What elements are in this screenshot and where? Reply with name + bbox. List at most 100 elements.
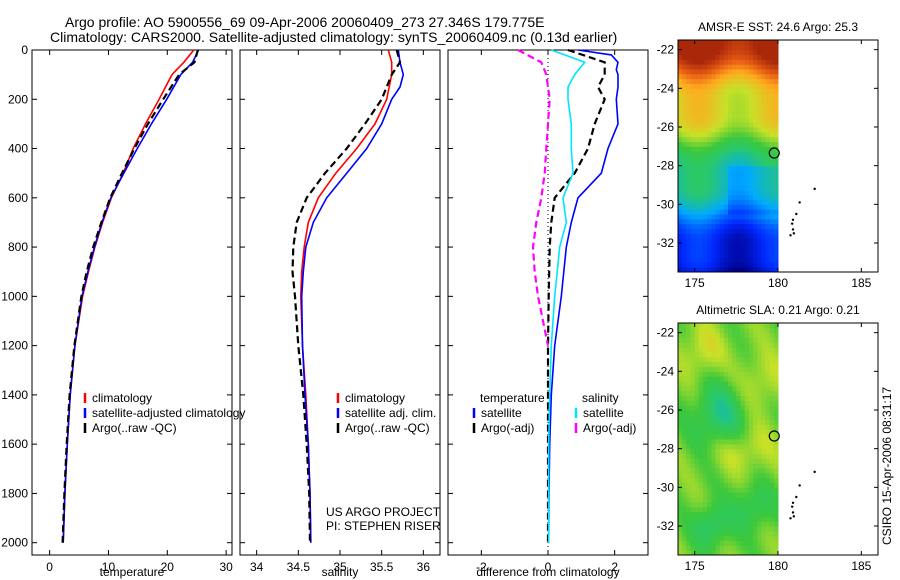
map-cell bbox=[682, 458, 687, 464]
map-cell bbox=[757, 468, 762, 474]
map-cell bbox=[703, 107, 708, 113]
map-cell bbox=[744, 131, 750, 138]
map-cell bbox=[744, 64, 750, 70]
map-cell bbox=[748, 59, 754, 65]
map-cell bbox=[757, 194, 762, 200]
map-cell bbox=[757, 385, 762, 392]
map-cell bbox=[711, 107, 716, 113]
map-cell bbox=[773, 439, 779, 445]
map-cell bbox=[678, 511, 683, 517]
map-cell bbox=[719, 530, 725, 537]
map-cell bbox=[761, 371, 766, 377]
map-cell bbox=[748, 141, 754, 147]
map-cell bbox=[765, 194, 771, 200]
map-cell bbox=[728, 414, 733, 421]
map-cell bbox=[765, 122, 771, 128]
map-cell bbox=[715, 199, 721, 205]
map-cell bbox=[744, 390, 750, 396]
map-y-tick-label: -32 bbox=[657, 236, 675, 250]
map-cell bbox=[698, 40, 704, 46]
map-cell bbox=[707, 448, 712, 454]
map-cell bbox=[719, 83, 725, 89]
map-cell bbox=[761, 78, 766, 84]
map-cell bbox=[753, 526, 758, 532]
map-cell bbox=[703, 439, 708, 445]
map-cell bbox=[682, 477, 687, 483]
map-cell bbox=[690, 49, 696, 55]
map-cell bbox=[757, 434, 762, 440]
map-cell bbox=[678, 487, 683, 493]
map-cell bbox=[711, 434, 716, 440]
map-cell bbox=[744, 327, 750, 334]
map-cell bbox=[682, 102, 687, 109]
map-cell bbox=[723, 136, 729, 142]
map-cell bbox=[707, 342, 712, 348]
map-cell bbox=[732, 361, 737, 367]
map-cell bbox=[765, 453, 771, 459]
map-cell bbox=[732, 69, 737, 75]
map-cell bbox=[723, 453, 729, 459]
map-cell bbox=[769, 88, 775, 94]
map-cell bbox=[761, 337, 766, 343]
map-cell bbox=[715, 323, 721, 329]
map-cell bbox=[723, 540, 729, 546]
map-cell bbox=[690, 40, 696, 46]
map-cell bbox=[719, 327, 725, 334]
map-cell bbox=[719, 434, 725, 440]
map-cell bbox=[769, 501, 775, 508]
map-cell bbox=[690, 112, 696, 118]
map-cell bbox=[678, 83, 683, 89]
map-cell bbox=[773, 102, 779, 109]
map-cell bbox=[698, 390, 704, 396]
map-cell bbox=[703, 453, 708, 459]
map-cell bbox=[719, 526, 725, 532]
map-cell bbox=[736, 107, 741, 113]
map-cell bbox=[690, 497, 696, 503]
map-cell bbox=[715, 497, 721, 503]
map-cell bbox=[748, 151, 754, 157]
map-cell bbox=[711, 342, 716, 348]
map-cell bbox=[698, 400, 704, 406]
map-cell bbox=[761, 332, 766, 338]
map-cell bbox=[678, 327, 683, 334]
map-cell bbox=[711, 267, 716, 273]
map-cell bbox=[698, 405, 704, 411]
map-cell bbox=[686, 247, 691, 254]
map-cell bbox=[757, 44, 762, 51]
map-cell bbox=[736, 223, 741, 229]
map-cell bbox=[748, 214, 754, 220]
map-cell bbox=[690, 223, 696, 229]
map-cell bbox=[694, 342, 700, 348]
map-cell bbox=[744, 371, 750, 377]
map-cell bbox=[740, 443, 746, 450]
map-cell bbox=[761, 151, 766, 157]
map-cell bbox=[707, 209, 712, 215]
map-title: AMSR-E SST: 24.6 Argo: 25.3 bbox=[698, 20, 858, 34]
map-cell bbox=[761, 252, 766, 258]
map-cell bbox=[698, 151, 704, 157]
map-cell bbox=[686, 414, 691, 421]
map-cell bbox=[690, 477, 696, 483]
map-cell bbox=[728, 69, 733, 75]
map-cell bbox=[769, 337, 775, 343]
map-cell bbox=[744, 342, 750, 348]
map-cell bbox=[719, 107, 725, 113]
map-cell bbox=[723, 323, 729, 329]
map-cell bbox=[757, 247, 762, 254]
map-cell bbox=[698, 112, 704, 118]
map-cell bbox=[748, 98, 754, 104]
map-cell bbox=[694, 545, 700, 551]
map-cell bbox=[744, 54, 750, 60]
map-cell bbox=[698, 204, 704, 210]
map-cell bbox=[698, 267, 704, 273]
map-cell bbox=[678, 545, 683, 551]
map-cell bbox=[707, 424, 712, 430]
map-cell bbox=[765, 243, 771, 249]
map-cell bbox=[732, 112, 737, 118]
map-cell bbox=[769, 419, 775, 425]
legend-item-label: satellite adj. clim. bbox=[345, 406, 436, 420]
map-cell bbox=[682, 185, 687, 191]
map-cell bbox=[707, 497, 712, 503]
map-cell bbox=[707, 122, 712, 128]
map-cell bbox=[748, 463, 754, 469]
